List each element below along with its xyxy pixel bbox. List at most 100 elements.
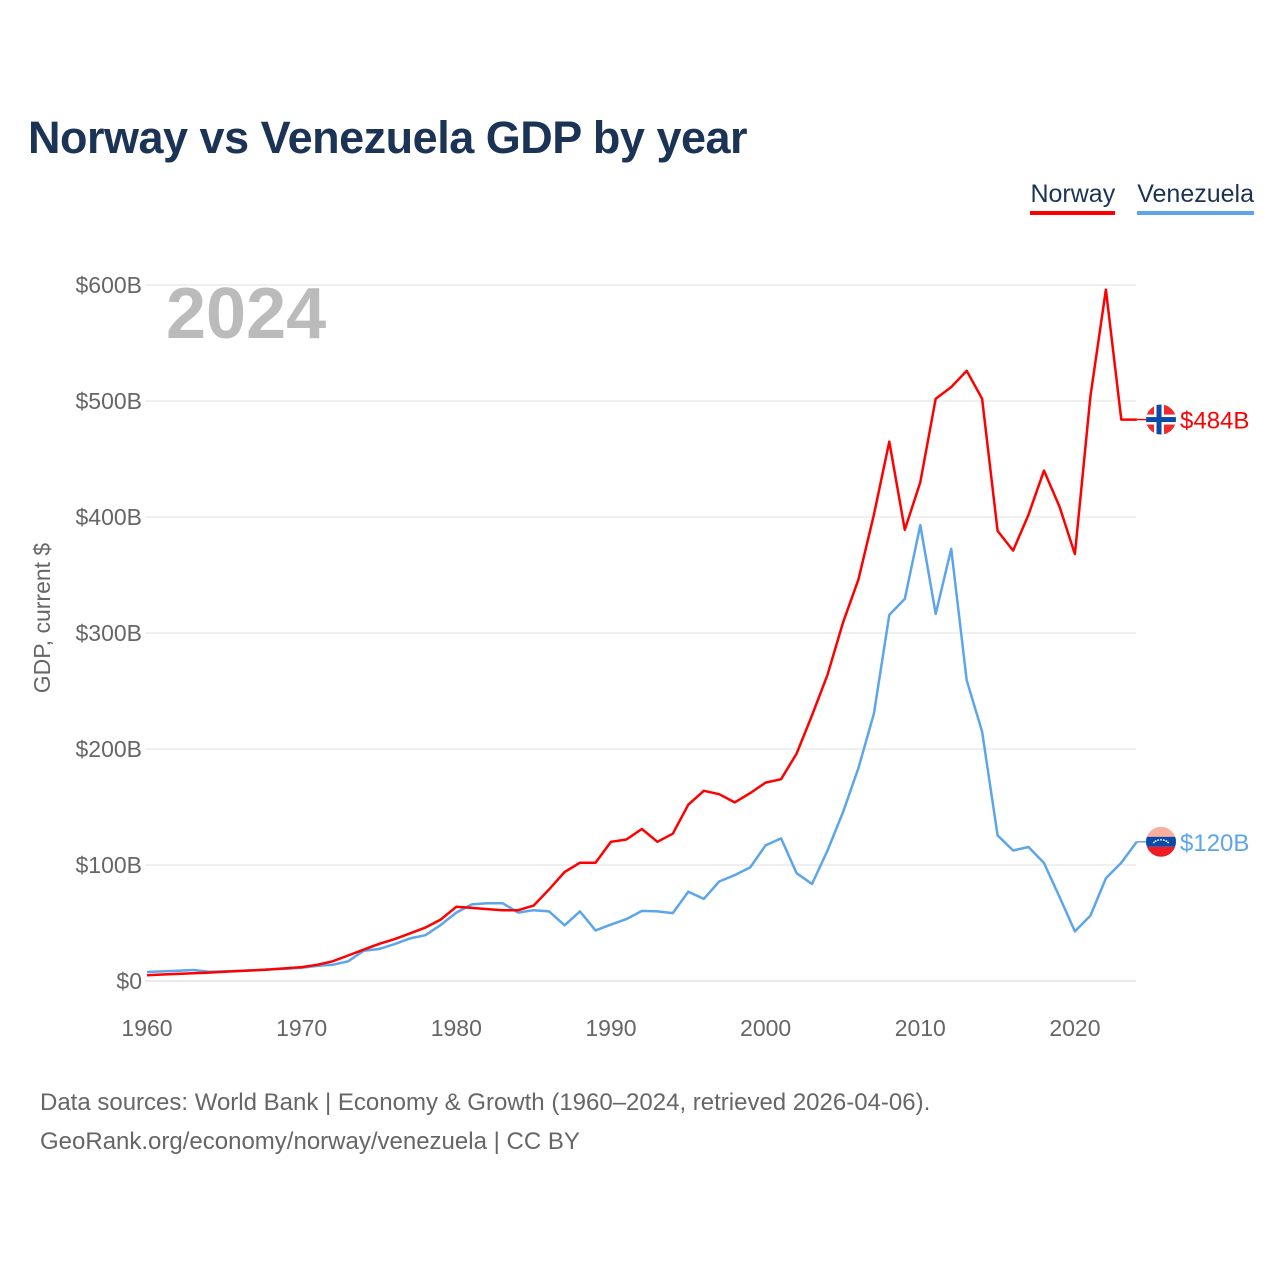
data-point[interactable] — [175, 971, 181, 977]
data-point[interactable] — [995, 832, 1001, 838]
data-point[interactable] — [840, 620, 846, 626]
data-point[interactable] — [1087, 913, 1093, 919]
data-point[interactable] — [453, 904, 459, 910]
data-point[interactable] — [886, 439, 892, 445]
data-point[interactable] — [608, 922, 614, 928]
data-point[interactable] — [778, 776, 784, 782]
data-point[interactable] — [407, 930, 413, 936]
data-point[interactable] — [855, 577, 861, 583]
data-point[interactable] — [252, 967, 258, 973]
data-point[interactable] — [933, 396, 939, 402]
data-point[interactable] — [995, 528, 1001, 534]
data-point[interactable] — [917, 479, 923, 485]
legend-venezuela[interactable]: Venezuela — [1137, 180, 1254, 215]
data-point[interactable] — [685, 802, 691, 808]
data-point[interactable] — [500, 900, 506, 906]
data-point[interactable] — [747, 790, 753, 796]
legend-norway[interactable]: Norway — [1030, 180, 1116, 215]
data-point[interactable] — [221, 969, 227, 975]
data-point[interactable] — [1056, 504, 1062, 510]
data-point[interactable] — [438, 917, 444, 923]
data-point[interactable] — [824, 672, 830, 678]
data-point[interactable] — [361, 947, 367, 953]
data-point[interactable] — [979, 396, 985, 402]
data-point[interactable] — [824, 848, 830, 854]
data-point[interactable] — [763, 780, 769, 786]
data-point[interactable] — [639, 826, 645, 832]
data-point[interactable] — [376, 941, 382, 947]
data-point[interactable] — [716, 791, 722, 797]
data-point[interactable] — [701, 788, 707, 794]
data-point[interactable] — [299, 964, 305, 970]
data-point[interactable] — [886, 612, 892, 618]
data-point[interactable] — [593, 860, 599, 866]
data-point[interactable] — [747, 864, 753, 870]
data-point[interactable] — [732, 872, 738, 878]
data-point[interactable] — [190, 970, 196, 976]
data-point[interactable] — [933, 611, 939, 617]
data-point[interactable] — [917, 522, 923, 528]
data-point[interactable] — [1010, 548, 1016, 554]
data-point[interactable] — [500, 907, 506, 913]
source-link[interactable]: GeoRank.org/economy/norway/venezuela | C… — [40, 1128, 580, 1155]
data-point[interactable] — [716, 878, 722, 884]
data-point[interactable] — [206, 970, 212, 976]
data-point[interactable] — [948, 546, 954, 552]
data-point[interactable] — [484, 906, 490, 912]
data-point[interactable] — [1103, 875, 1109, 881]
data-point[interactable] — [237, 968, 243, 974]
data-point[interactable] — [1103, 287, 1109, 293]
data-point[interactable] — [376, 946, 382, 952]
data-point[interactable] — [593, 927, 599, 933]
data-point[interactable] — [871, 711, 877, 717]
data-point[interactable] — [1026, 844, 1032, 850]
data-point[interactable] — [515, 907, 521, 913]
data-point[interactable] — [1010, 848, 1016, 854]
data-point[interactable] — [1118, 417, 1124, 423]
data-point[interactable] — [1087, 393, 1093, 399]
data-point[interactable] — [422, 932, 428, 938]
data-point[interactable] — [794, 870, 800, 876]
data-point[interactable] — [623, 916, 629, 922]
data-point[interactable] — [268, 966, 274, 972]
data-point[interactable] — [670, 831, 676, 837]
data-point[interactable] — [763, 842, 769, 848]
data-point[interactable] — [979, 729, 985, 735]
data-point[interactable] — [577, 908, 583, 914]
data-point[interactable] — [809, 881, 815, 887]
data-point[interactable] — [484, 900, 490, 906]
data-point[interactable] — [577, 860, 583, 866]
data-point[interactable] — [1056, 894, 1062, 900]
data-point[interactable] — [1118, 860, 1124, 866]
data-point[interactable] — [639, 908, 645, 914]
data-point[interactable] — [608, 839, 614, 845]
data-point[interactable] — [654, 908, 660, 914]
data-point[interactable] — [345, 952, 351, 958]
data-point[interactable] — [871, 512, 877, 518]
data-point[interactable] — [546, 908, 552, 914]
data-point[interactable] — [964, 368, 970, 374]
data-point[interactable] — [159, 972, 165, 978]
data-point[interactable] — [654, 839, 660, 845]
data-point[interactable] — [732, 799, 738, 805]
data-point[interactable] — [345, 958, 351, 964]
data-point[interactable] — [438, 922, 444, 928]
data-point[interactable] — [283, 965, 289, 971]
data-point[interactable] — [1072, 928, 1078, 934]
data-point[interactable] — [562, 869, 568, 875]
data-point[interactable] — [794, 751, 800, 757]
data-point[interactable] — [330, 958, 336, 964]
data-point[interactable] — [964, 677, 970, 683]
data-point[interactable] — [670, 910, 676, 916]
data-point[interactable] — [469, 905, 475, 911]
data-point[interactable] — [1041, 468, 1047, 474]
data-point[interactable] — [1026, 512, 1032, 518]
data-point[interactable] — [685, 889, 691, 895]
data-point[interactable] — [809, 712, 815, 718]
data-point[interactable] — [531, 903, 537, 909]
data-point[interactable] — [701, 896, 707, 902]
data-point[interactable] — [840, 809, 846, 815]
data-point[interactable] — [144, 972, 150, 978]
data-point[interactable] — [562, 922, 568, 928]
data-point[interactable] — [314, 962, 320, 968]
